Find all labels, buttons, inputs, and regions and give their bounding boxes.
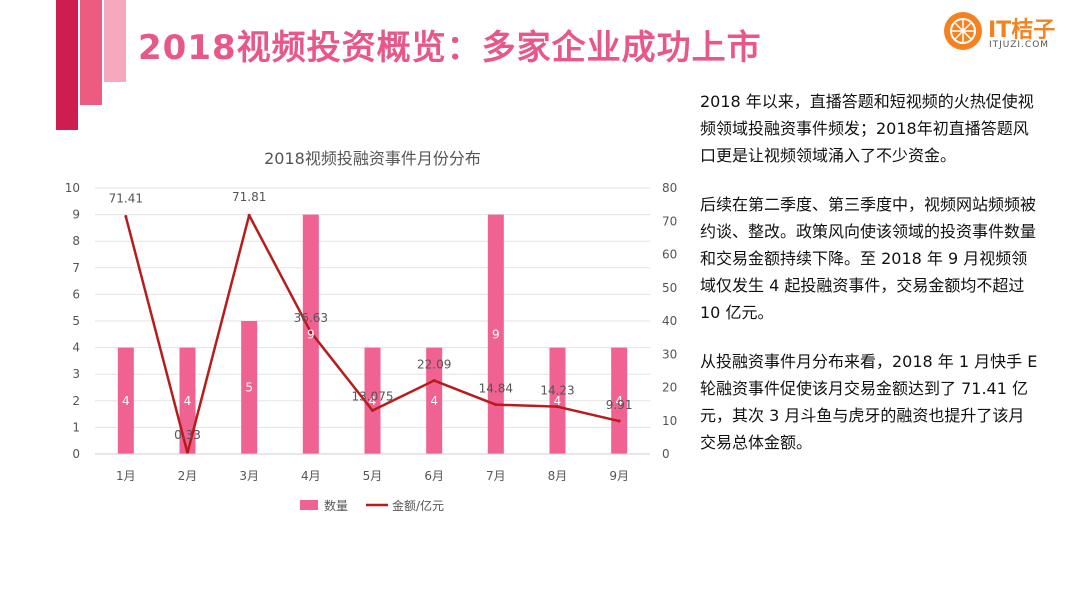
logo-subtitle: ITJUZI.COM <box>989 40 1050 50</box>
bar <box>179 347 196 454</box>
y-right-tick-label: 70 <box>662 214 677 228</box>
line-value-label: 36.63 <box>294 311 328 325</box>
bar-value-label: 4 <box>430 394 438 408</box>
decor-bar-medium <box>80 0 102 105</box>
y-right-tick-label: 80 <box>662 181 677 195</box>
y-left-tick-label: 1 <box>72 420 80 434</box>
line-value-label: 14.23 <box>540 384 574 398</box>
y-right-tick-label: 10 <box>662 414 677 428</box>
bar-series <box>117 214 628 454</box>
legend-label-line: 金额/亿元 <box>392 498 444 513</box>
bar-value-label: 9 <box>492 327 500 341</box>
y-left-tick-label: 7 <box>72 261 80 275</box>
logo: IT桔子 ITJUZI.COM <box>944 10 1068 54</box>
paragraph-1: 2018 年以来，直播答题和短视频的火热促使视频领域投融资事件频发；2018年初… <box>700 92 1034 165</box>
x-tick-label: 2月 <box>178 469 198 483</box>
y-right-tick-label: 30 <box>662 347 677 361</box>
bar <box>549 347 566 454</box>
chart-title: 2018视频投融资事件月份分布 <box>264 149 481 168</box>
x-tick-label: 7月 <box>486 469 506 483</box>
orange-slice-icon <box>944 12 982 50</box>
text-panel: 2018 年以来，直播答题和短视频的火热促使视频领域投融资事件频发；2018年初… <box>700 88 1040 478</box>
line-value-label: 13.075 <box>352 390 394 404</box>
data-labels: 4 4 5 9 4 4 9 4 4 71.41 0.33 71.81 36.63 13.075 22.09 1… <box>109 190 633 442</box>
line-value-label: 71.81 <box>232 190 266 204</box>
paragraph-2: 后续在第二季度、第三季度中，视频网站频频被约谈、整改。政策风向使该领域的投资事件… <box>700 195 1037 322</box>
bar <box>487 214 504 454</box>
y-right-tick-label: 20 <box>662 381 677 395</box>
x-tick-label: 6月 <box>424 469 444 483</box>
bar <box>611 347 628 454</box>
line-point <box>432 379 436 383</box>
line-value-label: 0.33 <box>174 428 201 442</box>
bar <box>241 321 258 454</box>
y-left-tick-label: 4 <box>72 341 80 355</box>
y-left-tick-label: 5 <box>72 314 80 328</box>
line-point <box>371 409 374 413</box>
y-left-tick-label: 6 <box>72 287 80 301</box>
line-point <box>309 330 313 334</box>
line-value-label: 71.41 <box>109 192 143 206</box>
bar-value-label: 4 <box>184 394 192 408</box>
bar <box>426 347 443 454</box>
y-left-tick-label: 0 <box>72 447 80 461</box>
legend: 数量 金额/亿元 <box>300 498 444 513</box>
paragraph-3: 从投融资事件月分布来看，2018 年 1 月快手 E 轮融资事件促使该月交易金额… <box>700 352 1038 452</box>
y-right-tick-label: 40 <box>662 314 677 328</box>
line-series <box>124 213 621 455</box>
line-point <box>124 215 128 219</box>
line-point <box>556 405 559 409</box>
line-point <box>617 419 621 423</box>
x-tick-label: 1月 <box>116 469 136 483</box>
line-point <box>494 403 498 407</box>
bar <box>302 214 319 454</box>
y-left-tick-label: 9 <box>72 208 80 222</box>
chart: 4 4 5 9 4 4 9 4 4 71.41 0.33 71.81 36.63 13.075 22.09 1… <box>65 149 678 513</box>
line-value-label: 14.84 <box>479 382 513 396</box>
y-right-tick-label: 0 <box>662 447 670 461</box>
bar-value-label: 4 <box>122 394 130 408</box>
y-left-tick-label: 10 <box>65 181 80 195</box>
bar-value-label: 4 <box>369 394 377 408</box>
decor-bar-light <box>104 0 126 82</box>
line-value-label: 22.09 <box>417 358 451 372</box>
bar <box>117 347 134 454</box>
y-left-tick-label: 8 <box>72 234 80 248</box>
bar-value-label: 4 <box>554 394 562 408</box>
x-tick-label: 5月 <box>363 469 383 483</box>
y-left-tick-label: 2 <box>72 394 80 408</box>
line-value-label: 9.91 <box>606 398 633 412</box>
axes: 2018视频投融资事件月份分布 0 1 2 3 4 5 6 7 8 9 10 0 10 20 30 40 50 60… <box>65 149 678 483</box>
bar-value-label: 4 <box>615 394 623 408</box>
bar-value-label: 9 <box>307 327 315 341</box>
y-left-tick-label: 3 <box>72 367 80 381</box>
y-right-tick-label: 50 <box>662 281 677 295</box>
logo-name: IT桔子 <box>988 18 1056 43</box>
bar-value-label: 5 <box>245 381 253 395</box>
decor-bar-dark <box>56 0 78 130</box>
page-title: 2018视频投资概览：多家企业成功上市 <box>138 28 762 68</box>
y-right-tick-label: 60 <box>662 248 677 262</box>
line-point <box>247 213 251 217</box>
legend-label-bar: 数量 <box>324 498 348 513</box>
bar <box>364 347 381 454</box>
x-tick-label: 3月 <box>239 469 259 483</box>
x-tick-label: 8月 <box>548 469 568 483</box>
x-tick-label: 4月 <box>301 469 321 483</box>
legend-swatch-bar <box>300 500 318 510</box>
x-tick-label: 9月 <box>609 469 629 483</box>
